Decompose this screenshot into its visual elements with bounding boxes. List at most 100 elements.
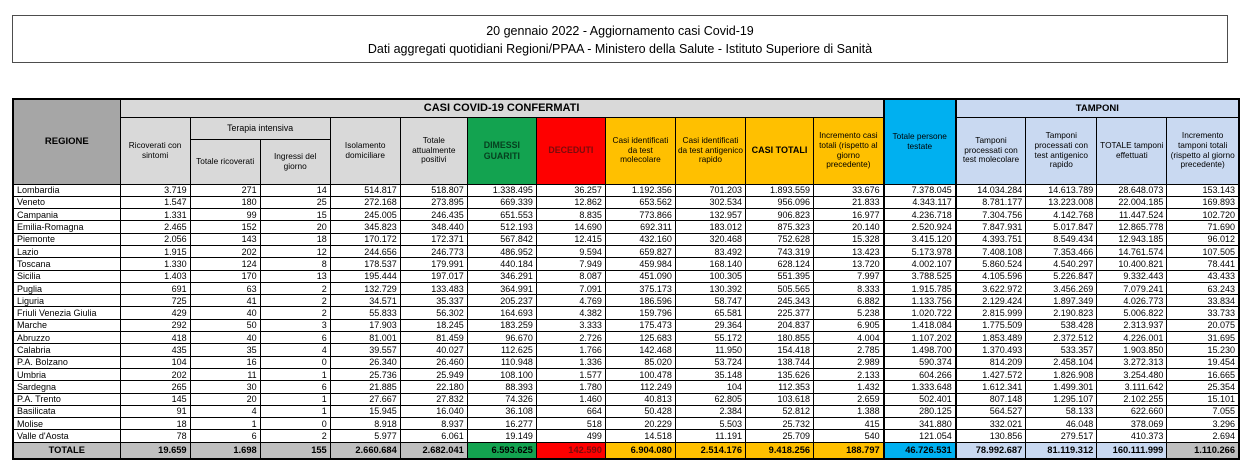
table-cell: 246.773 <box>399 244 468 259</box>
table-cell: 170 <box>189 269 261 283</box>
table-cell: 604.266 <box>882 367 957 382</box>
region-name: Abruzzo <box>12 331 121 345</box>
table-cell: 3.456.269 <box>1025 281 1098 296</box>
table-cell: 2.102.255 <box>1096 392 1168 406</box>
column-header-deceduti: DECEDUTI <box>535 116 606 185</box>
table-cell: 2.384 <box>674 404 746 419</box>
total-row-label: TOTALE <box>12 441 121 460</box>
table-cell: 202 <box>189 244 261 259</box>
table-cell: 4.026.773 <box>1096 294 1168 308</box>
table-cell: 271 <box>189 183 261 197</box>
table-cell: 1.903.850 <box>1096 343 1168 357</box>
table-cell: 5.503 <box>674 417 746 431</box>
table-cell: 14.034.284 <box>955 183 1027 197</box>
table-cell: 2.785 <box>813 343 885 357</box>
region-name: Toscana <box>12 257 121 271</box>
table-cell: 17.903 <box>329 318 401 333</box>
total-cell: 6.904.080 <box>604 441 676 460</box>
region-name: Sicilia <box>12 269 121 283</box>
region-name: Marche <box>12 318 121 333</box>
column-header-dimessi-guariti: DIMESSI GUARITI <box>466 116 537 185</box>
table-cell: 26.460 <box>399 355 468 369</box>
total-cell: 81.119.312 <box>1025 441 1098 460</box>
table-cell: 125.683 <box>604 331 676 345</box>
table-cell: 25.949 <box>399 367 468 382</box>
table-row: Sardegna 265 30 6 21.885 22.180 88.393 1.780 112… <box>12 380 1240 394</box>
table-cell: 7.304.756 <box>955 208 1027 222</box>
table-cell: 8.937 <box>399 417 468 431</box>
table-cell: 21.833 <box>813 195 885 210</box>
table-row: Umbria 202 11 1 25.736 25.949 108.100 1.577 100.… <box>12 367 1240 382</box>
table-cell: 22.004.185 <box>1096 195 1168 210</box>
table-cell: 1.915.785 <box>882 281 957 296</box>
column-header-tamponi-antigenico: Tamponi processati con test antigenico r… <box>1025 116 1098 185</box>
table-cell: 132.729 <box>329 281 401 296</box>
table-cell: 25.709 <box>744 429 815 443</box>
table-cell: 14.518 <box>604 429 676 443</box>
table-cell: 692.311 <box>604 220 676 234</box>
table-cell: 13.423 <box>813 244 885 259</box>
table-cell: 1.775.509 <box>955 318 1027 333</box>
report-title-box: 20 gennaio 2022 - Aggiornamento casi Cov… <box>12 15 1228 63</box>
table-cell: 132.957 <box>674 208 746 222</box>
table-cell: 110.948 <box>466 355 537 369</box>
table-cell: 4.769 <box>535 294 606 308</box>
table-cell: 725 <box>119 294 191 308</box>
table-total-row: TOTALE 19.659 1.698 155 2.660.684 2.682.041 6.… <box>12 441 1240 460</box>
table-cell: 133.483 <box>399 281 468 296</box>
table-cell: 0 <box>259 355 331 369</box>
table-row: Piemonte 2.056 143 18 170.172 172.371 567.842 1… <box>12 232 1240 246</box>
table-cell: 20 <box>189 392 261 406</box>
table-cell: 11.950 <box>674 343 746 357</box>
table-cell: 153.143 <box>1166 183 1240 197</box>
table-cell: 78 <box>119 429 191 443</box>
total-cell: 142.590 <box>535 441 606 460</box>
table-cell: 20.229 <box>604 417 676 431</box>
table-cell: 7.091 <box>535 281 606 296</box>
table-cell: 6.905 <box>813 318 885 333</box>
total-cell: 2.514.176 <box>674 441 746 460</box>
table-cell: 183.259 <box>466 318 537 333</box>
table-cell: 0 <box>259 417 331 431</box>
table-cell: 2.458.104 <box>1025 355 1098 369</box>
table-cell: 35.148 <box>674 367 746 382</box>
column-header-attualmente-positivi: Totale attualmente positivi <box>399 116 468 185</box>
table-row: Toscana 1.330 124 8 178.537 179.991 440.184 7.9… <box>12 257 1240 271</box>
table-cell: 178.537 <box>329 257 401 271</box>
table-cell: 142.468 <box>604 343 676 357</box>
table-cell: 6.882 <box>813 294 885 308</box>
table-cell: 514.817 <box>329 183 401 197</box>
table-cell: 71.690 <box>1166 220 1240 234</box>
table-cell: 36.108 <box>466 404 537 419</box>
table-cell: 16.040 <box>399 404 468 419</box>
table-cell: 40.027 <box>399 343 468 357</box>
report-subtitle: Dati aggregati quotidiani Regioni/PPAA -… <box>367 42 873 56</box>
table-cell: 175.473 <box>604 318 676 333</box>
table-cell: 15.328 <box>813 232 885 246</box>
table-cell: 15.230 <box>1166 343 1240 357</box>
table-cell: 33.733 <box>1166 306 1240 320</box>
table-cell: 320.468 <box>674 232 746 246</box>
table-cell: 20.140 <box>813 220 885 234</box>
table-cell: 74.326 <box>466 392 537 406</box>
table-cell: 5.226.847 <box>1025 269 1098 283</box>
table-cell: 16.977 <box>813 208 885 222</box>
table-cell: 20.075 <box>1166 318 1240 333</box>
table-cell: 375.173 <box>604 281 676 296</box>
table-cell: 4.236.718 <box>882 208 957 222</box>
table-cell: 302.534 <box>674 195 746 210</box>
table-cell: 58.133 <box>1025 404 1098 419</box>
table-cell: 33.834 <box>1166 294 1240 308</box>
column-header-isolamento: Isolamento domiciliare <box>329 116 401 185</box>
table-cell: 669.339 <box>466 195 537 210</box>
table-cell: 1.427.572 <box>955 367 1027 382</box>
table-cell: 8.333 <box>813 281 885 296</box>
table-cell: 180 <box>189 195 261 210</box>
table-cell: 4.382 <box>535 306 606 320</box>
table-cell: 273.895 <box>399 195 468 210</box>
table-cell: 265 <box>119 380 191 394</box>
table-cell: 159.796 <box>604 306 676 320</box>
table-cell: 743.319 <box>744 244 815 259</box>
table-cell: 25.736 <box>329 367 401 382</box>
table-cell: 46.048 <box>1025 417 1098 431</box>
